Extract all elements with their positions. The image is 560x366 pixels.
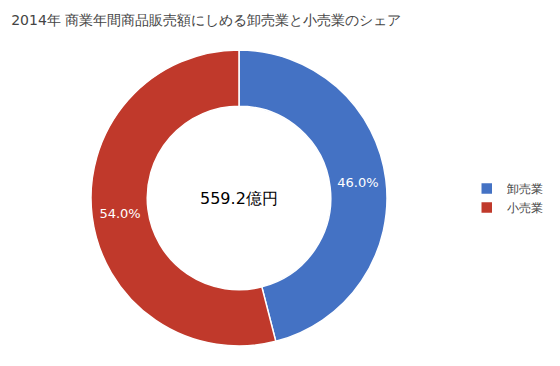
svg-text:46.0%: 46.0% <box>337 175 378 190</box>
svg-text:小売業: 小売業 <box>507 201 543 215</box>
svg-text:54.0%: 54.0% <box>99 206 140 221</box>
svg-text:卸売業: 卸売業 <box>507 182 543 196</box>
svg-text:559.2億円: 559.2億円 <box>200 189 278 208</box>
svg-text:2014年 商業年間商品販売額にしめる卸売業と小売業のシェア: 2014年 商業年間商品販売額にしめる卸売業と小売業のシェア <box>11 12 401 28</box>
